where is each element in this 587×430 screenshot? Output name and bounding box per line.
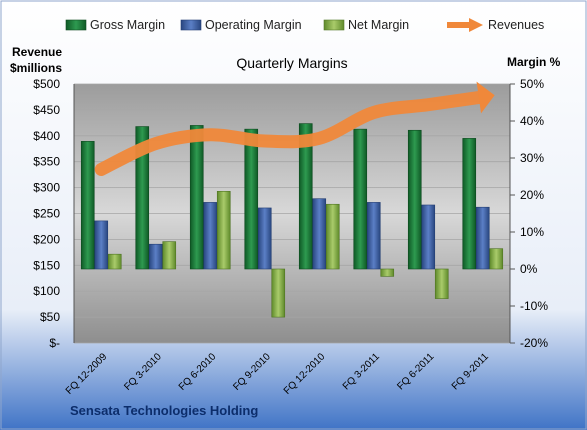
right-tick-label: -20%	[520, 336, 548, 350]
left-tick-label: $250	[33, 207, 60, 221]
operating-margin-bar	[421, 204, 436, 270]
legend-label-gross-margin: Gross Margin	[90, 18, 165, 32]
net-margin-bar	[489, 248, 504, 270]
right-tick-label: 40%	[520, 114, 544, 128]
gross-margin-bar	[407, 129, 422, 270]
operating-margin-bar	[203, 202, 218, 270]
net-margin-bar	[271, 268, 286, 318]
bars	[80, 123, 504, 318]
net-margin-bar	[216, 191, 231, 270]
operating-margin-bar	[148, 243, 163, 270]
left-tick-label: $-	[49, 336, 60, 350]
operating-margin-bar	[475, 206, 490, 270]
left-tick-label: $400	[33, 129, 60, 143]
legend-swatch-net-margin	[323, 19, 345, 31]
gross-margin-bar	[189, 125, 204, 270]
legend-label-operating-margin: Operating Margin	[205, 18, 302, 32]
left-tick-label: $500	[33, 77, 60, 91]
gross-margin-bar	[353, 128, 368, 270]
left-tick-label: $100	[33, 284, 60, 298]
left-tick-label: $50	[40, 310, 60, 324]
right-axis: 50% 40% 30% 20% 10% 0% -10% -20%	[510, 77, 548, 350]
legend-swatch-operating-margin	[180, 19, 202, 31]
revenue-line	[94, 81, 495, 176]
revenues-arrowhead	[476, 81, 495, 114]
operating-margin-bar	[366, 202, 381, 270]
right-axis-label: Margin %	[507, 55, 561, 69]
right-tick-label: 20%	[520, 188, 544, 202]
net-margin-bar	[380, 268, 395, 277]
net-margin-bar	[162, 241, 177, 270]
operating-margin-bar	[94, 220, 109, 270]
left-tick-label: $200	[33, 232, 60, 246]
left-tick-label: $450	[33, 103, 60, 117]
right-tick-label: 30%	[520, 151, 544, 165]
left-axis-label-line2: $millions	[10, 61, 62, 75]
left-axis-label-line1: Revenue	[12, 45, 62, 59]
operating-margin-bar	[312, 198, 327, 270]
gross-margin-bar	[80, 141, 95, 270]
legend: Gross Margin Operating Margin Net Margin…	[65, 18, 544, 32]
right-tick-label: 0%	[520, 262, 538, 276]
net-margin-bar	[325, 203, 340, 270]
left-tick-label: $150	[33, 258, 60, 272]
gross-margin-bar	[298, 123, 313, 270]
gross-margin-bar	[244, 128, 259, 270]
gross-margin-bar	[462, 138, 477, 270]
right-tick-label: 10%	[520, 225, 544, 239]
revenues-series-line	[94, 90, 490, 176]
legend-label-revenues: Revenues	[488, 18, 544, 32]
left-tick-label: $350	[33, 155, 60, 169]
legend-label-net-margin: Net Margin	[348, 18, 409, 32]
left-tick-label: $300	[33, 181, 60, 195]
chart-title: Quarterly Margins	[236, 55, 347, 71]
gross-margin-bar	[135, 126, 150, 270]
legend-swatch-gross-margin	[65, 19, 87, 31]
left-axis: $500 $450 $400 $350 $300 $250 $200 $150 $100 $50 $…	[33, 77, 511, 350]
right-tick-label: 50%	[520, 77, 544, 91]
operating-margin-bar	[257, 207, 272, 270]
net-margin-bar	[434, 268, 449, 299]
company-name: Sensata Technologies Holding	[70, 403, 258, 418]
net-margin-bar	[107, 253, 122, 270]
right-tick-label: -10%	[520, 299, 548, 313]
